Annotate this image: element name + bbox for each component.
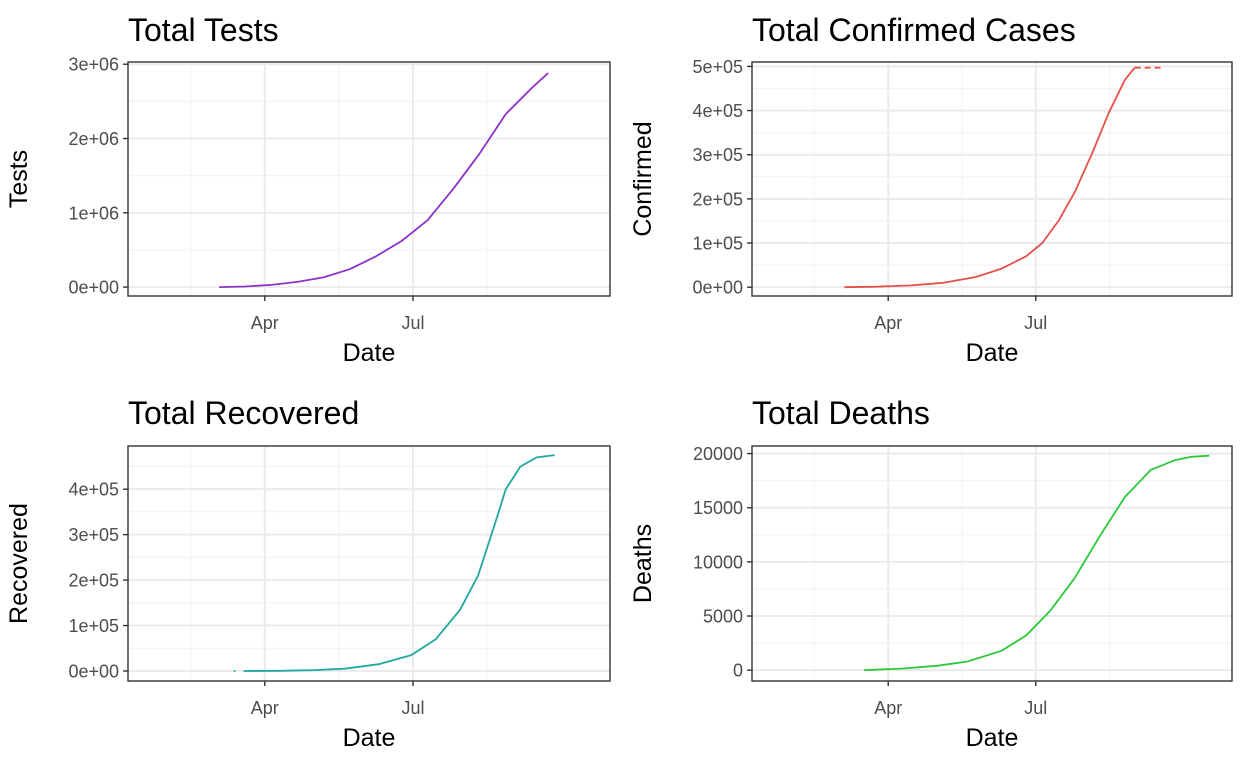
chart-title: Total Recovered (128, 395, 359, 431)
panel-background (128, 446, 610, 681)
series-line-deaths (863, 454, 1210, 672)
y-tick-label: 15000 (693, 498, 743, 518)
chart-deaths: 0 5000 10000 15000 20000 Apr Jul Total Deaths Da… (629, 395, 1233, 752)
x-tick-label: Jul (1024, 698, 1047, 718)
y-tick-label: 2e+06 (68, 129, 119, 149)
x-axis-label: Date (966, 724, 1019, 752)
chart-title: Total Confirmed Cases (752, 12, 1076, 48)
series-line-confirmed (844, 67, 1136, 289)
y-tick-label: 5e+05 (692, 57, 743, 77)
y-tick-label: 1e+05 (692, 234, 743, 254)
x-tick-label: Apr (874, 313, 902, 333)
y-tick-label: 10000 (693, 552, 743, 572)
y-tick-label: 5000 (703, 607, 743, 627)
y-tick-label: 2e+05 (692, 189, 743, 209)
y-tick-label: 0e+00 (68, 662, 119, 682)
panel-border (751, 445, 1233, 682)
y-tick-label: 0e+00 (692, 278, 743, 298)
chart-title: Total Deaths (752, 395, 930, 431)
panel-border (127, 61, 611, 297)
y-axis-label: Tests (5, 150, 33, 208)
x-tick-label: Apr (874, 698, 902, 718)
y-tick-label: 0e+00 (68, 278, 119, 298)
x-tick-label: Apr (251, 698, 279, 718)
panel-border (751, 61, 1233, 297)
y-tick-label: 0 (733, 661, 743, 681)
y-tick-label: 3e+06 (68, 55, 119, 75)
chart-tests: 0e+00 1e+06 2e+06 3e+06 Apr Jul Total Tests Dat… (5, 12, 611, 367)
y-tick-label: 3e+05 (692, 145, 743, 165)
panel-background (128, 62, 610, 296)
y-tick-label: 4e+05 (692, 101, 743, 121)
chart-title: Total Tests (128, 12, 279, 48)
chart-confirmed: 0e+00 1e+05 2e+05 3e+05 4e+05 5e+05 Apr Jul Tota… (629, 12, 1233, 367)
y-tick-label: 1e+06 (68, 203, 119, 223)
x-tick-label: Jul (401, 313, 424, 333)
y-axis-label: Confirmed (629, 121, 657, 236)
x-tick-label: Jul (401, 698, 424, 718)
y-tick-label: 4e+05 (68, 480, 119, 500)
y-tick-label: 20000 (693, 444, 743, 464)
y-axis-label: Recovered (5, 503, 33, 624)
panel-background (752, 446, 1232, 681)
y-tick-label: 2e+05 (68, 571, 119, 591)
panel-border (127, 445, 611, 682)
series-line-tests (219, 72, 549, 288)
y-axis-label: Deaths (629, 524, 657, 603)
y-tick-label: 1e+05 (68, 616, 119, 636)
x-tick-label: Jul (1024, 313, 1047, 333)
y-tick-label: 3e+05 (68, 525, 119, 545)
x-axis-label: Date (343, 724, 396, 752)
x-axis-label: Date (343, 339, 396, 367)
series-line-recovered-1 (243, 454, 555, 672)
x-tick-label: Apr (251, 313, 279, 333)
x-axis-label: Date (966, 339, 1019, 367)
chart-recovered: 0e+00 1e+05 2e+05 3e+05 4e+05 Apr Jul Total Rec… (5, 395, 611, 752)
panel-background (752, 62, 1232, 296)
